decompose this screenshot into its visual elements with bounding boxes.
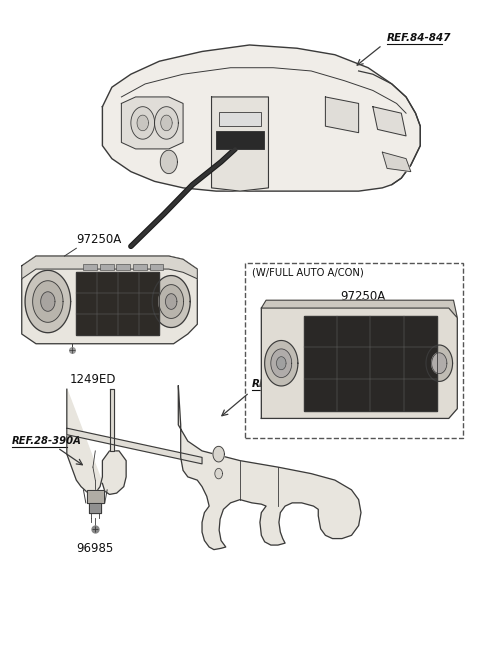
Polygon shape <box>426 345 453 381</box>
Polygon shape <box>33 281 63 322</box>
Polygon shape <box>212 97 268 191</box>
Bar <box>219 112 261 126</box>
Text: REF.84-847: REF.84-847 <box>387 33 452 43</box>
Polygon shape <box>22 256 197 279</box>
Polygon shape <box>155 107 179 139</box>
Polygon shape <box>22 256 197 344</box>
Polygon shape <box>264 341 298 386</box>
Polygon shape <box>137 115 148 131</box>
Polygon shape <box>102 45 420 191</box>
Polygon shape <box>87 490 104 503</box>
Polygon shape <box>161 115 172 131</box>
Text: 97250A: 97250A <box>76 233 121 246</box>
Polygon shape <box>213 446 224 462</box>
Bar <box>133 264 147 270</box>
Bar <box>117 264 130 270</box>
Text: REF.60-640: REF.60-640 <box>252 379 316 389</box>
Polygon shape <box>131 107 155 139</box>
Polygon shape <box>261 300 457 318</box>
Text: 96985: 96985 <box>77 542 114 555</box>
Text: 97250A: 97250A <box>341 290 386 303</box>
Polygon shape <box>89 503 101 513</box>
Polygon shape <box>159 285 183 318</box>
Bar <box>245 263 463 438</box>
Text: 1249ED: 1249ED <box>69 373 116 386</box>
Polygon shape <box>121 97 183 149</box>
Bar <box>100 264 114 270</box>
Polygon shape <box>432 353 447 373</box>
Polygon shape <box>67 389 126 495</box>
Polygon shape <box>76 272 159 335</box>
Polygon shape <box>152 276 190 328</box>
Bar <box>83 264 97 270</box>
Text: REF.28-390A: REF.28-390A <box>12 436 82 445</box>
Polygon shape <box>25 271 71 333</box>
Bar <box>216 131 264 149</box>
Polygon shape <box>304 316 437 411</box>
Polygon shape <box>179 386 361 550</box>
Polygon shape <box>373 107 406 136</box>
Polygon shape <box>261 308 457 419</box>
Polygon shape <box>276 357 286 369</box>
Polygon shape <box>325 97 359 133</box>
Polygon shape <box>67 428 202 464</box>
Polygon shape <box>383 152 411 172</box>
Polygon shape <box>160 150 178 174</box>
Polygon shape <box>41 291 55 311</box>
Polygon shape <box>166 293 177 309</box>
Polygon shape <box>109 389 114 451</box>
Text: (W/FULL AUTO A/CON): (W/FULL AUTO A/CON) <box>252 268 364 278</box>
Polygon shape <box>271 349 292 377</box>
Bar <box>150 264 164 270</box>
Polygon shape <box>215 468 222 479</box>
